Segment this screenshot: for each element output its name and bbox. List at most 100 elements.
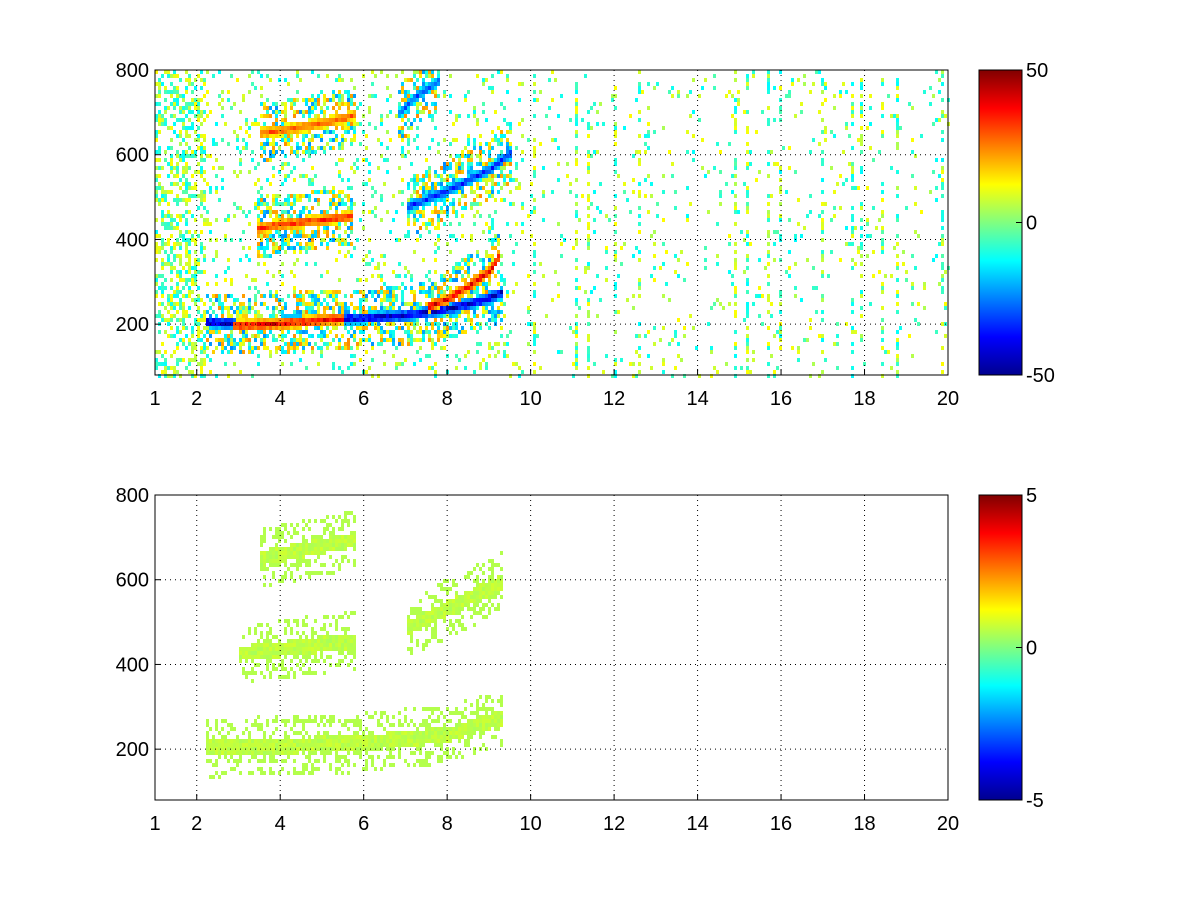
heatmap-cell bbox=[173, 254, 176, 258]
heatmap-cell bbox=[470, 298, 473, 302]
heatmap-cell bbox=[224, 270, 227, 274]
heatmap-cell bbox=[233, 214, 236, 218]
heatmap-cell bbox=[245, 338, 248, 342]
heatmap-cell bbox=[299, 719, 302, 723]
heatmap-cell bbox=[284, 318, 287, 322]
heatmap-cell bbox=[500, 326, 503, 330]
heatmap-cell bbox=[383, 298, 386, 302]
heatmap-cell bbox=[746, 82, 749, 86]
heatmap-cell bbox=[881, 362, 884, 366]
heatmap-cell bbox=[935, 186, 938, 190]
heatmap-cell bbox=[419, 302, 422, 306]
heatmap-cell bbox=[416, 134, 419, 138]
heatmap-cell bbox=[194, 106, 197, 110]
heatmap-cell bbox=[452, 310, 455, 314]
heatmap-cell bbox=[587, 374, 590, 378]
heatmap-cell bbox=[155, 174, 158, 178]
heatmap-cell bbox=[440, 290, 443, 294]
heatmap-cell bbox=[623, 182, 626, 186]
heatmap-cell bbox=[467, 318, 470, 322]
heatmap-cell bbox=[284, 218, 287, 222]
heatmap-cell bbox=[767, 282, 770, 286]
heatmap-cell bbox=[176, 242, 179, 246]
heatmap-cell bbox=[167, 174, 170, 178]
heatmap-cell bbox=[533, 250, 536, 254]
heatmap-cell bbox=[440, 182, 443, 186]
heatmap-cell bbox=[815, 70, 818, 74]
heatmap-cell bbox=[335, 294, 338, 298]
heatmap-cell bbox=[479, 202, 482, 206]
heatmap-cell bbox=[386, 210, 389, 214]
heatmap-cell bbox=[203, 374, 206, 378]
heatmap-cell bbox=[479, 342, 482, 346]
heatmap-cell bbox=[275, 322, 278, 326]
heatmap-cell bbox=[281, 210, 284, 214]
heatmap-cell bbox=[467, 258, 470, 262]
heatmap-cell bbox=[293, 150, 296, 154]
heatmap-cell bbox=[413, 310, 416, 314]
heatmap-cell bbox=[473, 178, 476, 182]
heatmap-cell bbox=[479, 282, 482, 286]
heatmap-cell bbox=[251, 723, 254, 727]
heatmap-cell bbox=[275, 114, 278, 118]
heatmap-cell bbox=[305, 755, 308, 759]
heatmap-cell bbox=[272, 647, 275, 651]
heatmap-cell bbox=[248, 631, 251, 635]
heatmap-cell bbox=[257, 70, 260, 74]
heatmap-cell bbox=[293, 226, 296, 230]
heatmap-cell bbox=[404, 314, 407, 318]
heatmap-cell bbox=[197, 138, 200, 142]
heatmap-cell bbox=[242, 138, 245, 142]
heatmap-cell bbox=[284, 559, 287, 563]
heatmap-cell bbox=[188, 342, 191, 346]
heatmap-cell bbox=[455, 262, 458, 266]
heatmap-cell bbox=[335, 194, 338, 198]
heatmap-cell bbox=[521, 82, 524, 86]
heatmap-cell bbox=[290, 326, 293, 330]
heatmap-cell bbox=[335, 290, 338, 294]
heatmap-cell bbox=[296, 751, 299, 755]
heatmap-cell bbox=[944, 306, 947, 310]
heatmap-cell bbox=[578, 218, 581, 222]
heatmap-cell bbox=[353, 162, 356, 166]
heatmap-cell bbox=[299, 551, 302, 555]
heatmap-cell bbox=[326, 302, 329, 306]
heatmap-cell bbox=[233, 322, 236, 326]
heatmap-cell bbox=[293, 759, 296, 763]
heatmap-cell bbox=[338, 142, 341, 146]
heatmap-cell bbox=[176, 318, 179, 322]
heatmap-cell bbox=[335, 94, 338, 98]
heatmap-cell bbox=[881, 226, 884, 230]
heatmap-cell bbox=[269, 234, 272, 238]
heatmap-cell bbox=[944, 334, 947, 338]
heatmap-cell bbox=[341, 122, 344, 126]
heatmap-cell bbox=[635, 350, 638, 354]
heatmap-cell bbox=[440, 314, 443, 318]
heatmap-cell bbox=[443, 90, 446, 94]
heatmap-cell bbox=[281, 747, 284, 751]
heatmap-cell bbox=[404, 358, 407, 362]
heatmap-cell bbox=[734, 250, 737, 254]
heatmap-cell bbox=[194, 138, 197, 142]
heatmap-cell bbox=[287, 318, 290, 322]
heatmap-cell bbox=[482, 290, 485, 294]
heatmap-cell bbox=[419, 338, 422, 342]
heatmap-cell bbox=[422, 82, 425, 86]
heatmap-cell bbox=[410, 290, 413, 294]
heatmap-cell bbox=[323, 210, 326, 214]
heatmap-cell bbox=[248, 90, 251, 94]
heatmap-cell bbox=[353, 86, 356, 90]
heatmap-cell bbox=[881, 102, 884, 106]
heatmap-cell bbox=[284, 631, 287, 635]
heatmap-cell bbox=[287, 198, 290, 202]
heatmap-cell bbox=[272, 306, 275, 310]
heatmap-cell bbox=[194, 282, 197, 286]
heatmap-cell bbox=[935, 254, 938, 258]
heatmap-cell bbox=[311, 334, 314, 338]
heatmap-cell bbox=[251, 70, 254, 74]
heatmap-cell bbox=[284, 751, 287, 755]
heatmap-cell bbox=[206, 114, 209, 118]
heatmap-cell bbox=[191, 110, 194, 114]
heatmap-cell bbox=[347, 198, 350, 202]
heatmap-cell bbox=[509, 162, 512, 166]
